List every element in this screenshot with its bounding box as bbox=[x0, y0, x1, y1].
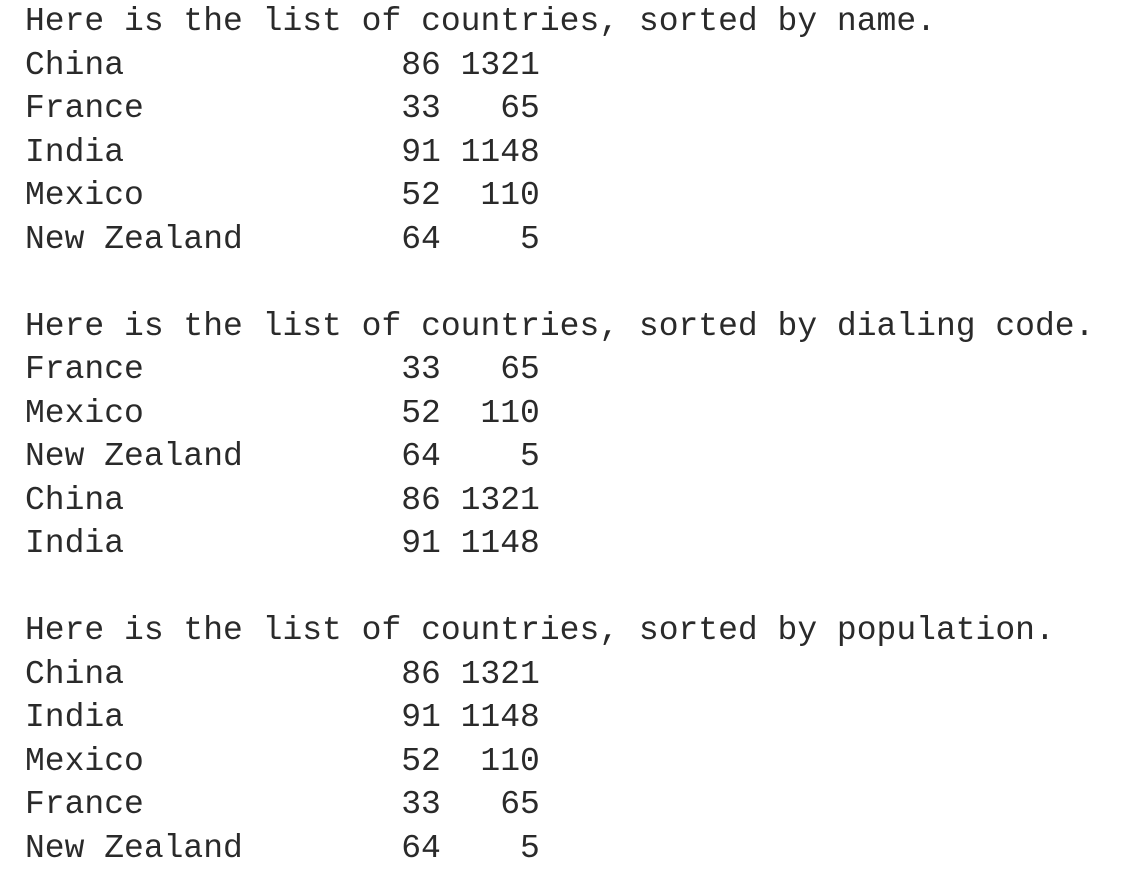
country-name: France bbox=[25, 786, 144, 823]
population: 110 bbox=[480, 177, 540, 214]
dialing-code: 64 bbox=[401, 829, 441, 867]
population: 1148 bbox=[460, 699, 540, 736]
dialing-code: 91 bbox=[401, 525, 441, 562]
dialing-code: 52 bbox=[401, 177, 441, 214]
population: 110 bbox=[480, 742, 540, 780]
population: 5 bbox=[520, 438, 540, 475]
country-name: China bbox=[25, 481, 125, 519]
country-name: India bbox=[25, 525, 125, 562]
country-name: India bbox=[25, 699, 125, 736]
population: 65 bbox=[500, 786, 540, 823]
dialing-code: 33 bbox=[401, 351, 441, 388]
dialing-code: 52 bbox=[401, 742, 441, 780]
population: 65 bbox=[500, 90, 540, 127]
country-name: China bbox=[25, 46, 125, 84]
population: 1321 bbox=[460, 46, 540, 84]
section-heading: Here is the list of countries, sorted by… bbox=[25, 307, 1095, 345]
population: 110 bbox=[480, 394, 540, 432]
country-name: China bbox=[25, 655, 125, 693]
dialing-code: 33 bbox=[401, 90, 441, 127]
population: 1321 bbox=[460, 655, 540, 693]
country-name: New Zealand bbox=[25, 829, 243, 867]
country-name: Mexico bbox=[25, 177, 144, 214]
dialing-code: 91 bbox=[401, 699, 441, 736]
population: 1148 bbox=[460, 133, 540, 171]
country-name: India bbox=[25, 133, 125, 171]
dialing-code: 86 bbox=[401, 481, 441, 519]
dialing-code: 86 bbox=[401, 655, 441, 693]
population: 1321 bbox=[460, 481, 540, 519]
country-name: New Zealand bbox=[25, 220, 243, 258]
section-heading: Here is the list of countries, sorted by… bbox=[25, 612, 1055, 649]
dialing-code: 64 bbox=[401, 438, 441, 475]
population: 65 bbox=[500, 351, 540, 388]
population: 5 bbox=[520, 829, 540, 867]
country-name: Mexico bbox=[25, 394, 144, 432]
dialing-code: 33 bbox=[401, 786, 441, 823]
dialing-code: 91 bbox=[401, 133, 441, 171]
country-name: New Zealand bbox=[25, 438, 243, 475]
dialing-code: 64 bbox=[401, 220, 441, 258]
population: 1148 bbox=[460, 525, 540, 562]
country-name: France bbox=[25, 351, 144, 388]
dialing-code: 52 bbox=[401, 394, 441, 432]
population: 5 bbox=[520, 220, 540, 258]
country-name: Mexico bbox=[25, 742, 144, 780]
section-heading: Here is the list of countries, sorted by… bbox=[25, 3, 936, 40]
country-name: France bbox=[25, 90, 144, 127]
dialing-code: 86 bbox=[401, 46, 441, 84]
